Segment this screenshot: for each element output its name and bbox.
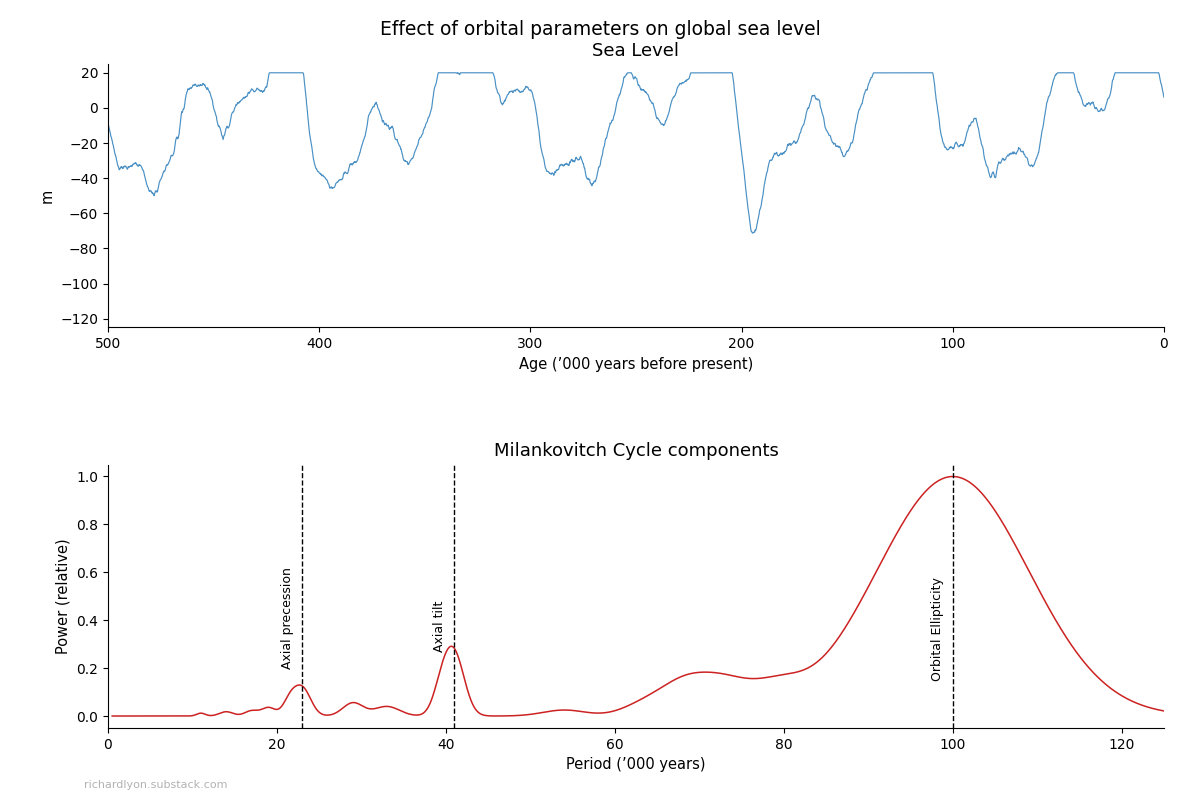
Text: Axial tilt: Axial tilt xyxy=(433,601,446,653)
Text: Effect of orbital parameters on global sea level: Effect of orbital parameters on global s… xyxy=(379,20,821,39)
Title: Sea Level: Sea Level xyxy=(593,42,679,60)
Text: Orbital Ellipticity: Orbital Ellipticity xyxy=(931,577,944,681)
Y-axis label: m: m xyxy=(40,189,55,203)
X-axis label: Period (’000 years): Period (’000 years) xyxy=(566,758,706,772)
Title: Milankovitch Cycle components: Milankovitch Cycle components xyxy=(493,442,779,460)
Y-axis label: Power (relative): Power (relative) xyxy=(55,538,71,654)
X-axis label: Age (’000 years before present): Age (’000 years before present) xyxy=(518,357,754,372)
Text: Axial precession: Axial precession xyxy=(281,567,294,670)
Text: richardlyon.substack.com: richardlyon.substack.com xyxy=(84,780,228,790)
